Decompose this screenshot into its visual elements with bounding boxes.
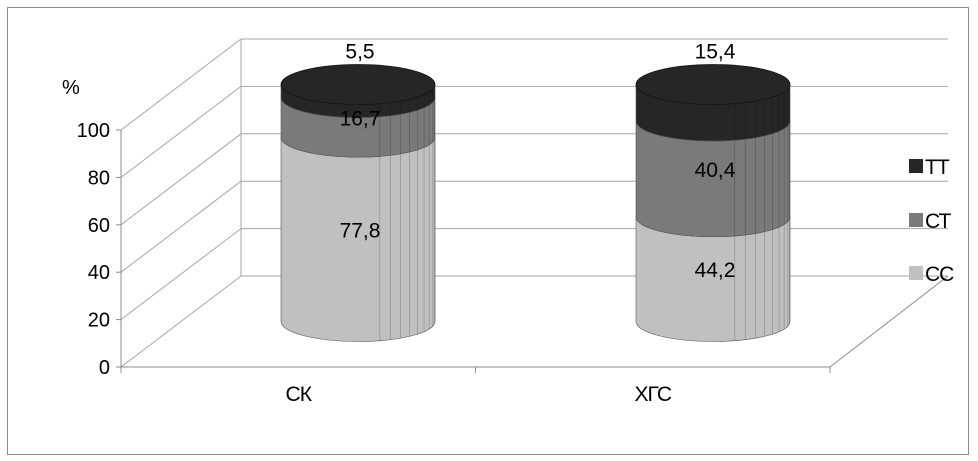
- data-label: 77,8: [340, 219, 381, 242]
- legend-label: СС: [925, 263, 954, 286]
- y-tick-label: 20: [88, 310, 110, 332]
- data-label: 15,4: [695, 41, 736, 64]
- legend-label: ТТ: [925, 156, 950, 179]
- side-wall-gridline: [120, 38, 242, 131]
- y-axis-ticks: 0 20 40 60 80 100: [77, 120, 121, 379]
- legend: ТТ СТ СС: [909, 156, 955, 286]
- side-wall-gridline: [120, 275, 242, 368]
- x-tick-label: СК: [286, 383, 313, 406]
- side-wall-gridline: [120, 86, 242, 178]
- bar-top-cap: [280, 64, 436, 105]
- x-axis: СК ХГС: [120, 366, 831, 406]
- data-labels: 77,8 16,7 5,5 44,2 40,4 15,4: [340, 41, 736, 283]
- side-wall-gridline: [120, 228, 242, 320]
- x-tick-label: ХГС: [634, 383, 671, 406]
- y-tick-label: 100: [77, 120, 110, 142]
- legend-swatch: [909, 159, 923, 173]
- y-tick-label: 40: [88, 262, 110, 284]
- legend-label: СТ: [925, 210, 951, 233]
- bar-top-cap: [635, 64, 791, 105]
- data-label: 40,4: [695, 159, 736, 182]
- side-wall-gridline: [120, 180, 242, 273]
- bars: [280, 64, 791, 342]
- y-axis-label: %: [62, 77, 80, 99]
- y-tick-label: 80: [88, 167, 110, 189]
- side-wall-gridline: [120, 133, 242, 226]
- chart-frame: [7, 7, 969, 455]
- data-label: 44,2: [695, 259, 736, 282]
- y-tick-label: 60: [88, 215, 110, 237]
- bar-segment-СС: [280, 137, 436, 342]
- legend-swatch: [909, 213, 923, 227]
- data-label: 5,5: [345, 41, 374, 64]
- floor-edge: [829, 275, 949, 368]
- legend-swatch: [909, 266, 923, 280]
- chart-walls: [120, 38, 949, 368]
- y-tick-label: 0: [99, 357, 110, 379]
- data-label: 16,7: [340, 107, 381, 130]
